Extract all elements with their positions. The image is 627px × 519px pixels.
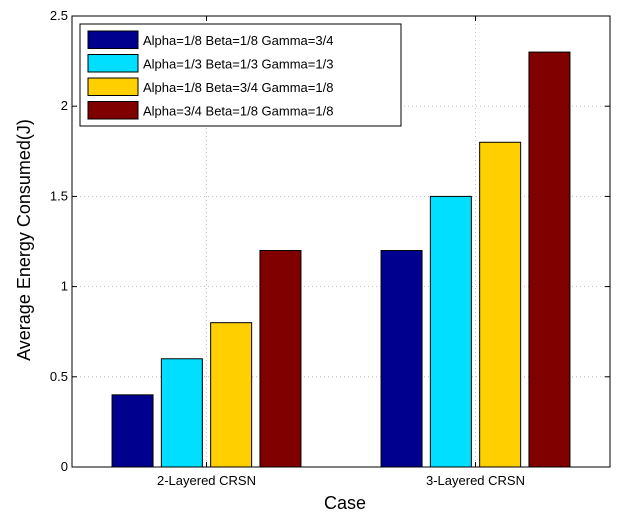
legend-swatch [87, 101, 139, 120]
y-tick-label: 1 [61, 279, 68, 294]
legend-swatch [87, 30, 139, 49]
legend-swatch [87, 77, 139, 96]
y-axis-title: Average Energy Consumed(J) [14, 119, 34, 361]
tick-labels: 0 0.5 1 1.5 2 2.5 2-Layered CRSN 3-Layered CRSN [50, 8, 525, 488]
bar [528, 51, 571, 468]
y-tick-label: 2.5 [50, 8, 68, 23]
bar [429, 195, 472, 468]
axes [71, 15, 611, 468]
legend-swatch [87, 54, 139, 73]
y-tick-label: 0 [61, 459, 68, 474]
bar [259, 250, 302, 468]
bar [210, 322, 253, 468]
legend-label: Alpha=1/3 Beta=1/3 Gamma=1/3 [143, 56, 333, 71]
legend: Alpha=1/8 Beta=1/8 Gamma=3/4 Alpha=1/3 Be… [79, 23, 402, 127]
x-tick-label: 3-Layered CRSN [426, 473, 525, 488]
axes-box [71, 15, 611, 468]
bar-group [111, 51, 571, 468]
bar [160, 358, 203, 468]
legend-label: Alpha=1/8 Beta=3/4 Gamma=1/8 [143, 80, 333, 95]
legend-label: Alpha=1/8 Beta=1/8 Gamma=3/4 [143, 33, 333, 48]
bar [111, 394, 154, 468]
legend-label: Alpha=3/4 Beta=1/8 Gamma=1/8 [143, 103, 333, 118]
y-tick-label: 0.5 [50, 369, 68, 384]
bar [380, 250, 423, 468]
y-tick-label: 1.5 [50, 188, 68, 203]
bar [479, 141, 522, 468]
x-axis-title: Case [324, 493, 366, 513]
x-tick-label: 2-Layered CRSN [157, 473, 256, 488]
y-tick-label: 2 [61, 98, 68, 113]
